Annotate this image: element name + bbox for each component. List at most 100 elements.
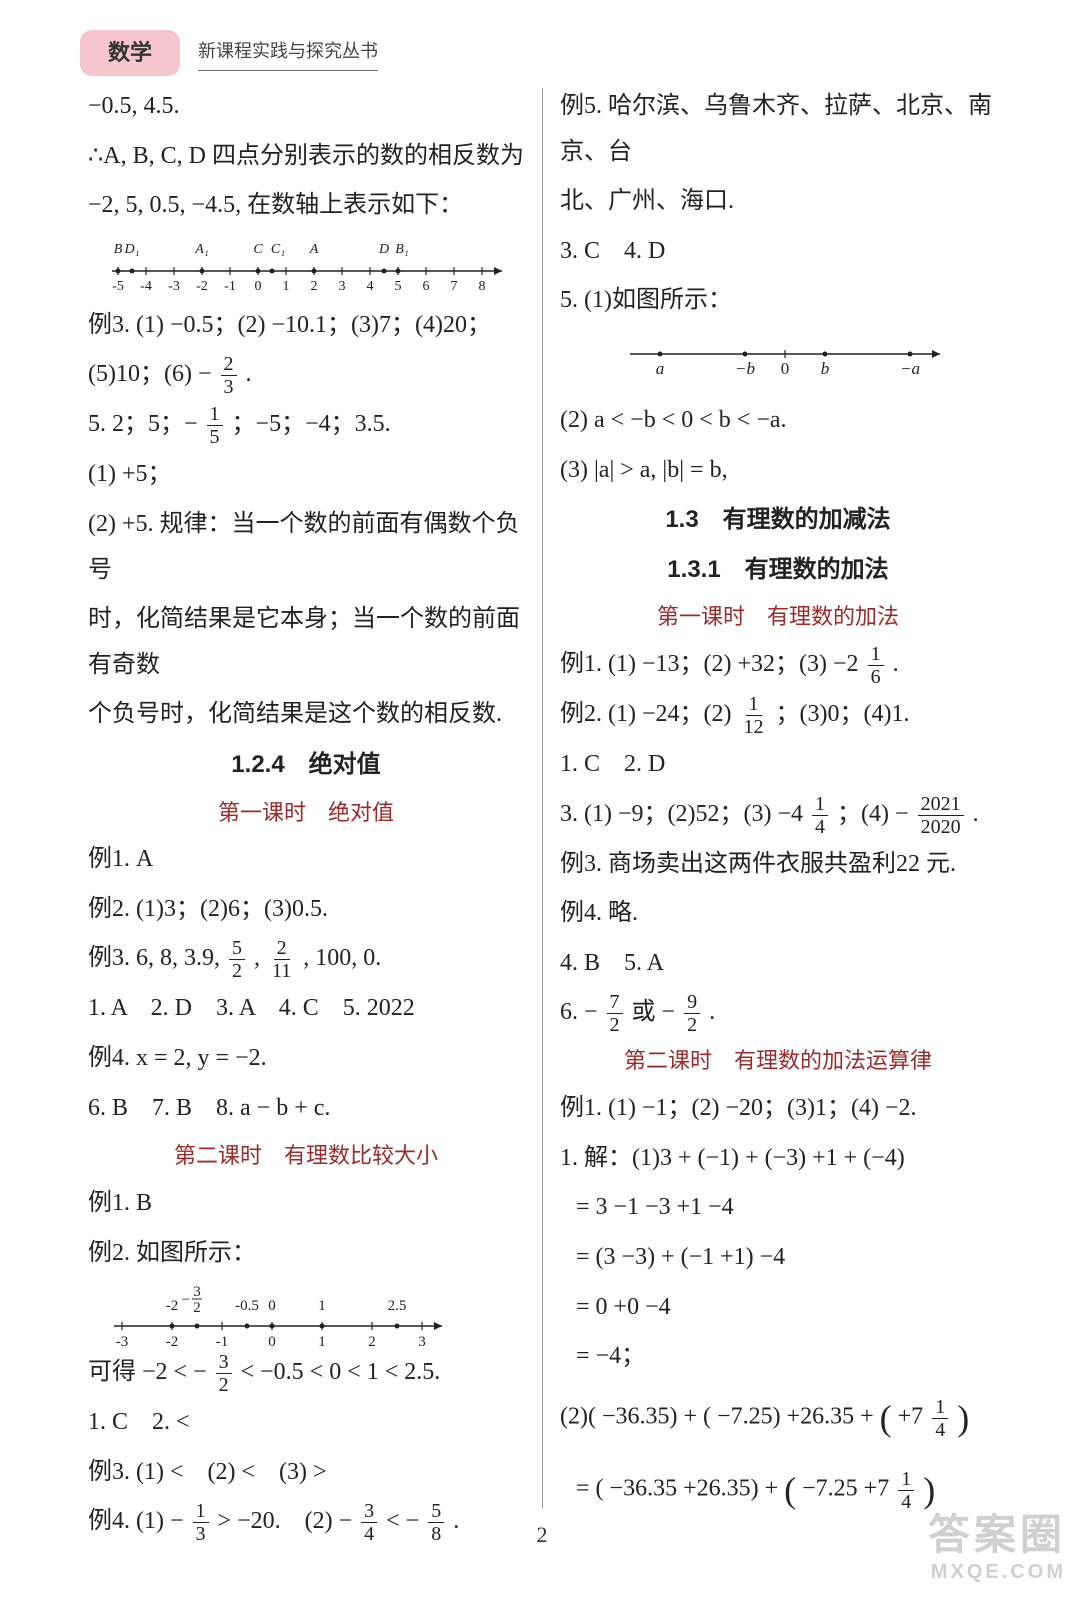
number-line-3: a −b 0 b −a xyxy=(620,330,996,390)
text: 3. (1) −9；(2)52；(3) −4 xyxy=(560,801,809,827)
svg-text:1: 1 xyxy=(318,1298,326,1314)
svg-text:2.5: 2.5 xyxy=(388,1298,407,1314)
text-line: 1. C 2. < xyxy=(88,1400,524,1446)
svg-text:0: 0 xyxy=(268,1334,276,1350)
svg-text:0: 0 xyxy=(781,359,790,378)
text-line: 例5. 哈尔滨、乌鲁木齐、拉萨、北京、南京、台 xyxy=(560,84,996,175)
svg-text:−b: −b xyxy=(735,359,755,378)
fraction: 15 xyxy=(207,403,223,448)
svg-text:A₁: A₁ xyxy=(194,242,208,257)
text-line: (5)10；(6) − 23 . xyxy=(88,352,524,398)
subject-badge: 数学 xyxy=(80,30,180,76)
text: ；(3)0；(4)1. xyxy=(776,701,910,727)
text-line: 6. − 72 或 − 92 . xyxy=(560,990,996,1036)
svg-text:-2: -2 xyxy=(166,1334,179,1350)
lesson-title: 第二课时 有理数比较大小 xyxy=(88,1135,524,1177)
svg-text:-1: -1 xyxy=(224,279,236,294)
text-line: 个负号时，化简结果是这个数的相反数. xyxy=(88,692,524,738)
text-line: 例3. (1) −0.5；(2) −10.1；(3)7；(4)20； xyxy=(88,303,524,349)
text-line: 例1. (1) −13；(2) +32；(3) −2 16 . xyxy=(560,642,996,688)
text-line: 例3. (1) < (2) < (3) > xyxy=(88,1450,524,1496)
fraction: 32 xyxy=(216,1351,232,1396)
svg-text:B: B xyxy=(114,242,123,257)
section-title: 1.2.4 绝对值 xyxy=(88,742,524,788)
fraction: 211 xyxy=(269,937,294,982)
svg-text:C₁: C₁ xyxy=(271,242,285,257)
svg-text:C: C xyxy=(253,242,263,257)
section-title: 1.3.1 有理数的加法 xyxy=(560,547,996,593)
text-line: 1. C 2. D xyxy=(560,742,996,788)
text: 5. 2；5；− xyxy=(88,411,198,437)
svg-text:−: − xyxy=(182,1292,190,1308)
text-line: 例2. (1) −24；(2) 112 ；(3)0；(4)1. xyxy=(560,692,996,738)
svg-text:2: 2 xyxy=(311,279,318,294)
text-line: (2) a < −b < 0 < b < −a. xyxy=(560,398,996,444)
text-line: = (3 −3) + (−1 +1) −4 xyxy=(560,1235,996,1281)
svg-text:A: A xyxy=(309,242,319,257)
text-line: 4. B 5. A xyxy=(560,941,996,987)
text: ；(4) − xyxy=(837,801,909,827)
series-title: 新课程实践与探究丛书 xyxy=(198,34,378,71)
text-line: 可得 −2 < − 32 < −0.5 < 0 < 1 < 2.5. xyxy=(88,1350,524,1396)
lesson-title: 第一课时 有理数的加法 xyxy=(560,596,996,638)
text-line: 例3. 6, 8, 3.9, 52 , 211 , 100, 0. xyxy=(88,936,524,982)
text: 例3. 6, 8, 3.9, xyxy=(88,945,226,971)
text-line: 3. C 4. D xyxy=(560,229,996,275)
watermark-cn: 答案圈 xyxy=(928,1510,1066,1560)
text-line: 5. 2；5；− 15 ；−5；−4；3.5. xyxy=(88,402,524,448)
fraction: 72 xyxy=(607,991,623,1036)
fraction: 92 xyxy=(684,991,700,1036)
svg-text:-0.5: -0.5 xyxy=(235,1298,259,1314)
svg-text:8: 8 xyxy=(479,279,486,294)
text-line: 北、广州、海口. xyxy=(560,179,996,225)
fraction: 14 xyxy=(932,1396,948,1441)
text: (5)10；(6) − xyxy=(88,361,212,387)
text-line: 例1. A xyxy=(88,837,524,883)
page-number: 2 xyxy=(0,1514,1084,1556)
fraction: 52 xyxy=(229,937,245,982)
left-column: −0.5, 4.5. ∴A, B, C, D 四点分别表示的数的相反数为 −2,… xyxy=(70,80,542,1540)
svg-text:7: 7 xyxy=(451,279,458,294)
text: 例1. (1) −13；(2) +32；(3) −2 xyxy=(560,651,865,677)
text: +7 xyxy=(898,1404,930,1430)
text: , 100, 0. xyxy=(303,945,381,971)
text-line: 3. (1) −9；(2)52；(3) −4 14 ；(4) − 2021202… xyxy=(560,792,996,838)
text-line: (2)( −36.35) + ( −7.25) +26.35 + ( +7 14… xyxy=(560,1384,996,1452)
lesson-title: 第二课时 有理数的加法运算律 xyxy=(560,1040,996,1082)
text: (2)( −36.35) + ( −7.25) +26.35 + xyxy=(560,1404,880,1430)
text-line: = 0 +0 −4 xyxy=(560,1285,996,1331)
text: . xyxy=(709,999,715,1025)
fraction: 16 xyxy=(868,643,884,688)
text-line: 例4. x = 2, y = −2. xyxy=(88,1036,524,1082)
paren-icon: ( xyxy=(880,1398,892,1438)
svg-text:-5: -5 xyxy=(112,279,124,294)
text-line: (1) +5； xyxy=(88,452,524,498)
number-line-1: -5-4-3 -2-10 123 456 78 B D₁ A₁ C C₁ A D… xyxy=(102,235,524,295)
fraction: 14 xyxy=(812,793,828,838)
text: < −0.5 < 0 < 1 < 2.5. xyxy=(241,1359,441,1385)
right-column: 例5. 哈尔滨、乌鲁木齐、拉萨、北京、南京、台 北、广州、海口. 3. C 4.… xyxy=(542,80,1014,1540)
svg-text:a: a xyxy=(656,359,665,378)
svg-text:5: 5 xyxy=(395,279,402,294)
text-line: 例1. B xyxy=(88,1181,524,1227)
svg-text:1: 1 xyxy=(283,279,290,294)
text-line: −2, 5, 0.5, −4.5, 在数轴上表示如下： xyxy=(88,183,524,229)
svg-text:6: 6 xyxy=(423,279,430,294)
svg-text:-1: -1 xyxy=(216,1334,229,1350)
fraction: 23 xyxy=(221,353,237,398)
section-title: 1.3 有理数的加减法 xyxy=(560,497,996,543)
svg-text:3: 3 xyxy=(193,1284,201,1300)
watermark: 答案圈 MXQE.COM xyxy=(928,1510,1066,1584)
text: . xyxy=(973,801,979,827)
text-line: 1. 解：(1)3 + (−1) + (−3) +1 + (−4) xyxy=(560,1136,996,1182)
svg-text:D: D xyxy=(378,242,389,257)
svg-text:1: 1 xyxy=(318,1334,326,1350)
svg-text:-2: -2 xyxy=(166,1298,179,1314)
paren-icon: ( xyxy=(784,1470,796,1510)
svg-text:2: 2 xyxy=(368,1334,376,1350)
text-line: (2) +5. 规律：当一个数的前面有偶数个负号 xyxy=(88,502,524,593)
text: 或 − xyxy=(632,999,676,1025)
svg-text:0: 0 xyxy=(268,1298,276,1314)
svg-text:4: 4 xyxy=(367,279,374,294)
svg-text:−a: −a xyxy=(900,359,920,378)
